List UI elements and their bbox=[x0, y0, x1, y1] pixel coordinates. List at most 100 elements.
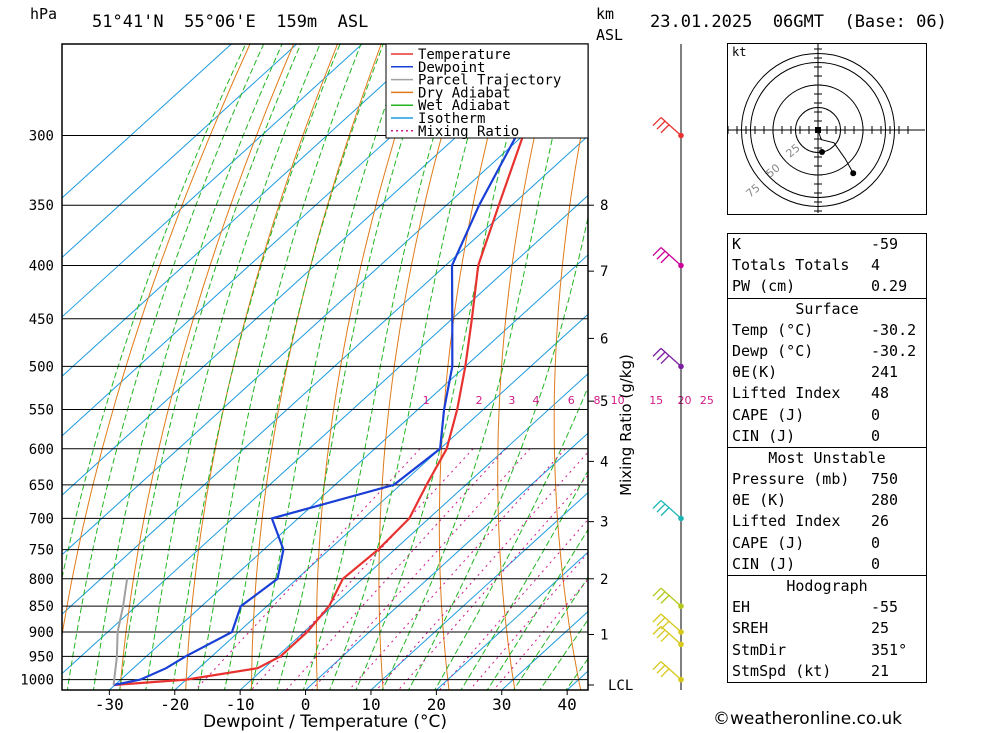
wind-barb-feather bbox=[656, 120, 666, 130]
wind-barb-feather bbox=[660, 668, 670, 678]
wind-barb-feather bbox=[652, 117, 662, 127]
km-tick-label: 8 bbox=[600, 198, 608, 214]
wind-barb-shaft bbox=[660, 625, 682, 645]
wind-barb-feather bbox=[660, 507, 670, 517]
index-row: Temp (°C) -30.2 bbox=[728, 320, 926, 341]
wind-barb-feather bbox=[660, 124, 670, 134]
wet-adiabat-line bbox=[119, 44, 302, 690]
wet-adiabat-line bbox=[355, 44, 533, 690]
hodograph-ring-label: 75 bbox=[744, 181, 763, 200]
index-value: 25 bbox=[871, 619, 890, 638]
wind-barb-shaft bbox=[660, 347, 682, 367]
pressure-tick-label: 500 bbox=[29, 359, 54, 375]
isotherm-line bbox=[174, 313, 588, 690]
mixing-ratio-line bbox=[285, 448, 507, 690]
index-row: CAPE (J) 0 bbox=[728, 533, 926, 554]
index-row: θE(K) 241 bbox=[728, 362, 926, 383]
legend-label: Mixing Ratio bbox=[418, 124, 519, 140]
isotherm-line bbox=[62, 44, 494, 437]
index-row: K -59 bbox=[728, 234, 926, 255]
index-row: Totals Totals 4 bbox=[728, 255, 926, 276]
km-tick-label: 3 bbox=[600, 515, 608, 531]
hodograph-ring-label: 50 bbox=[764, 161, 783, 180]
wind-barb-feather bbox=[660, 594, 670, 604]
hodograph-trace bbox=[817, 129, 854, 174]
index-value: 351° bbox=[871, 640, 908, 659]
index-label: θE (K) bbox=[732, 491, 787, 510]
x-tick-label: 20 bbox=[427, 695, 446, 714]
index-value: 4 bbox=[871, 256, 881, 275]
wind-barb-feather bbox=[652, 499, 662, 509]
wet-adiabat-line bbox=[145, 44, 321, 690]
index-row: CIN (J) 0 bbox=[728, 426, 926, 447]
wind-barb bbox=[652, 117, 684, 139]
wind-barb-feather bbox=[652, 661, 662, 671]
index-value: 48 bbox=[871, 384, 890, 403]
dry-adiabat-line bbox=[119, 44, 295, 690]
wet-adiabat-line bbox=[539, 618, 588, 690]
wet-adiabat-line bbox=[62, 44, 247, 581]
wet-adiabat-line bbox=[197, 44, 362, 690]
km-tick-label: 5 bbox=[600, 394, 608, 410]
index-label: EH bbox=[732, 598, 751, 617]
x-tick-label: -20 bbox=[160, 695, 189, 714]
pressure-tick-label: 600 bbox=[29, 442, 54, 458]
indices-top-section: K -59 Totals Totals 4 PW (cm) 0.29 bbox=[728, 234, 926, 298]
wind-barb-feather bbox=[656, 629, 666, 639]
hodograph-endpoint bbox=[850, 170, 857, 177]
parcel-trajectory-line bbox=[112, 578, 129, 686]
legend-label: Dry Adiabat bbox=[418, 85, 511, 101]
mixing-ratio-label: 2 bbox=[476, 394, 483, 407]
index-label: K bbox=[732, 235, 742, 253]
index-label: StmDir bbox=[732, 640, 787, 659]
mixing-ratio-label: 25 bbox=[700, 394, 714, 407]
dry-adiabat-line bbox=[185, 44, 338, 690]
mixing-ratio-label: 4 bbox=[533, 394, 540, 407]
index-label: CAPE (J) bbox=[732, 533, 805, 552]
location-title: 51°41'N 55°06'E 159m ASL bbox=[92, 12, 369, 32]
wet-adiabat-line bbox=[66, 44, 265, 690]
isotherm-line bbox=[62, 194, 588, 675]
isotherm-line bbox=[62, 135, 588, 615]
index-label: CAPE (J) bbox=[732, 405, 805, 424]
index-row: Lifted Index 26 bbox=[728, 511, 926, 532]
isotherm-line bbox=[436, 551, 588, 690]
index-label: Temp (°C) bbox=[732, 320, 814, 339]
x-tick-label: 0 bbox=[301, 695, 311, 714]
km-tick-label: 4 bbox=[600, 454, 608, 470]
index-row: Lifted Index 48 bbox=[728, 383, 926, 404]
isotherm-line bbox=[62, 44, 232, 199]
index-value: -30.2 bbox=[871, 320, 917, 339]
dewpoint-line bbox=[113, 134, 518, 687]
mixing-ratio-line bbox=[311, 448, 531, 690]
index-value: -30.2 bbox=[871, 341, 917, 360]
wet-adiabat-line bbox=[276, 44, 434, 690]
dry-adiabat-line bbox=[378, 44, 470, 690]
km-tick-label: LCL bbox=[608, 678, 633, 694]
legend-box bbox=[385, 43, 589, 139]
height-unit-label: km bbox=[596, 5, 615, 23]
km-tick-label: 6 bbox=[600, 331, 608, 347]
isotherm-line bbox=[239, 373, 588, 690]
wind-barb-shaft bbox=[660, 661, 682, 681]
index-row: CAPE (J) 0 bbox=[728, 405, 926, 426]
mixing-ratio-label: 8 bbox=[594, 394, 601, 407]
index-label: Lifted Index bbox=[732, 384, 841, 403]
index-row: Dewp (°C) -30.2 bbox=[728, 341, 926, 362]
index-row: SREH 25 bbox=[728, 618, 926, 639]
index-value: 21 bbox=[871, 661, 890, 680]
index-label: StmSpd (kt) bbox=[732, 661, 832, 680]
index-label: Pressure (mb) bbox=[732, 470, 850, 489]
mixing-ratio-axis-title: Mixing Ratio (g/kg) bbox=[617, 354, 635, 496]
wind-barb-feather bbox=[656, 617, 666, 627]
pressure-tick-label: 450 bbox=[29, 312, 54, 328]
wind-barb-feather bbox=[652, 347, 662, 357]
mixing-ratio-label: 6 bbox=[568, 394, 575, 407]
index-row: PW (cm) 0.29 bbox=[728, 276, 926, 297]
most-unstable-title: Most Unstable bbox=[768, 448, 886, 467]
wind-barb bbox=[652, 347, 684, 370]
index-label: CIN (J) bbox=[732, 554, 796, 573]
legend-label: Wet Adiabat bbox=[418, 98, 511, 114]
index-value: 0 bbox=[871, 533, 881, 552]
